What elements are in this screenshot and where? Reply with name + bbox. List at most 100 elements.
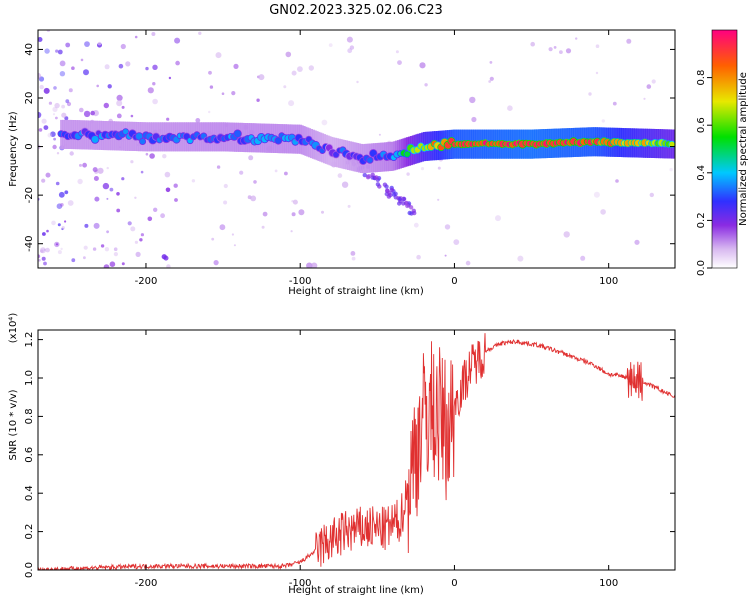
colorbar-label: Normalized spectral amplitude <box>738 72 749 226</box>
noise-speck <box>374 175 379 180</box>
noise-speck <box>362 172 367 178</box>
noise-speck <box>233 63 239 69</box>
noise-speck <box>328 43 333 47</box>
snr-marks <box>38 333 675 570</box>
noise-speck <box>140 170 144 174</box>
noise-speck <box>166 117 170 121</box>
noise-speck <box>106 230 109 234</box>
noise-speck <box>548 47 553 52</box>
noise-speck <box>145 66 149 71</box>
noise-speck <box>97 167 104 174</box>
noise-speck <box>41 118 47 124</box>
x-tick-label: 0 <box>451 578 457 589</box>
noise-speck <box>80 58 84 62</box>
noise-speck <box>253 180 257 184</box>
colorbar-tick-label: 0.8 <box>696 70 707 86</box>
noise-speck <box>651 79 656 84</box>
spectrogram-marks <box>38 30 675 268</box>
x-tick-label: -200 <box>135 578 158 589</box>
noise-speck <box>391 192 397 197</box>
noise-speck <box>100 244 105 248</box>
noise-speck <box>634 239 640 245</box>
noise-speck <box>593 191 600 198</box>
noise-speck <box>261 225 265 229</box>
noise-speck <box>68 88 73 93</box>
noise-speck <box>321 119 328 126</box>
noise-speck <box>135 251 141 257</box>
noise-speck <box>160 213 166 219</box>
noise-speck <box>61 226 65 230</box>
noise-speck <box>109 261 116 268</box>
noise-speck <box>113 247 118 251</box>
noise-speck <box>221 92 225 95</box>
noise-speck <box>308 65 314 71</box>
noise-speck <box>239 170 244 175</box>
noise-speck <box>489 76 494 81</box>
noise-speck <box>351 256 356 261</box>
noise-speck <box>116 113 122 119</box>
noise-speck <box>453 239 460 246</box>
noise-speck <box>283 85 287 89</box>
noise-speck <box>109 187 114 192</box>
x-tick-label: 100 <box>599 276 618 287</box>
noise-speck <box>407 210 412 216</box>
noise-speck <box>152 82 156 86</box>
noise-speck <box>55 243 59 246</box>
y-tick-label: 0.8 <box>24 408 35 424</box>
noise-speck <box>97 41 102 46</box>
noise-speck <box>208 70 212 75</box>
noise-speck <box>92 247 97 251</box>
noise-speck <box>233 244 236 247</box>
noise-speck <box>517 255 524 262</box>
noise-speck <box>350 251 356 256</box>
ridge-halo <box>339 139 343 169</box>
noise-speck <box>274 169 278 173</box>
noise-speck <box>52 113 56 116</box>
noise-speck <box>96 84 99 88</box>
noise-speck <box>43 261 47 266</box>
noise-speck <box>48 101 53 105</box>
noise-speck <box>341 181 349 188</box>
noise-speck <box>61 112 67 118</box>
noise-speck <box>107 84 112 89</box>
noise-speck <box>356 80 359 84</box>
noise-speck <box>346 36 353 43</box>
noise-speck <box>103 102 110 109</box>
snr-xlabel: Height of straight line (km) <box>288 585 424 596</box>
noise-speck <box>127 221 132 226</box>
y-tick-label: -20 <box>24 187 35 203</box>
noise-speck <box>349 45 355 50</box>
noise-speck <box>61 104 65 109</box>
noise-speck <box>165 187 171 193</box>
ridge-point <box>90 135 100 144</box>
noise-speck <box>375 182 381 187</box>
noise-speck <box>408 205 414 210</box>
noise-speck <box>151 32 156 36</box>
x-tick-label: 100 <box>599 578 618 589</box>
ridge-point <box>233 129 242 138</box>
noise-speck <box>248 155 254 161</box>
noise-speck <box>71 258 76 263</box>
noise-speck <box>297 66 303 72</box>
noise-speck <box>401 196 407 202</box>
x-tick-label: -100 <box>289 578 312 589</box>
noise-speck <box>643 97 646 100</box>
noise-speck <box>94 196 100 202</box>
noise-speck <box>406 172 410 176</box>
noise-speck <box>208 110 211 114</box>
noise-speck <box>216 165 221 169</box>
noise-speck <box>223 183 228 189</box>
noise-speck <box>292 199 298 205</box>
noise-speck <box>120 43 126 50</box>
colorbar-tick-label: 0.0 <box>696 260 707 276</box>
noise-speck <box>495 215 501 222</box>
noise-speck <box>65 42 71 48</box>
noise-speck <box>39 84 44 90</box>
noise-speck <box>366 174 371 179</box>
noise-speck <box>121 177 125 181</box>
snr-frame <box>37 329 676 571</box>
noise-speck <box>125 61 131 67</box>
noise-speck <box>50 131 56 137</box>
noise-speck <box>416 254 421 260</box>
